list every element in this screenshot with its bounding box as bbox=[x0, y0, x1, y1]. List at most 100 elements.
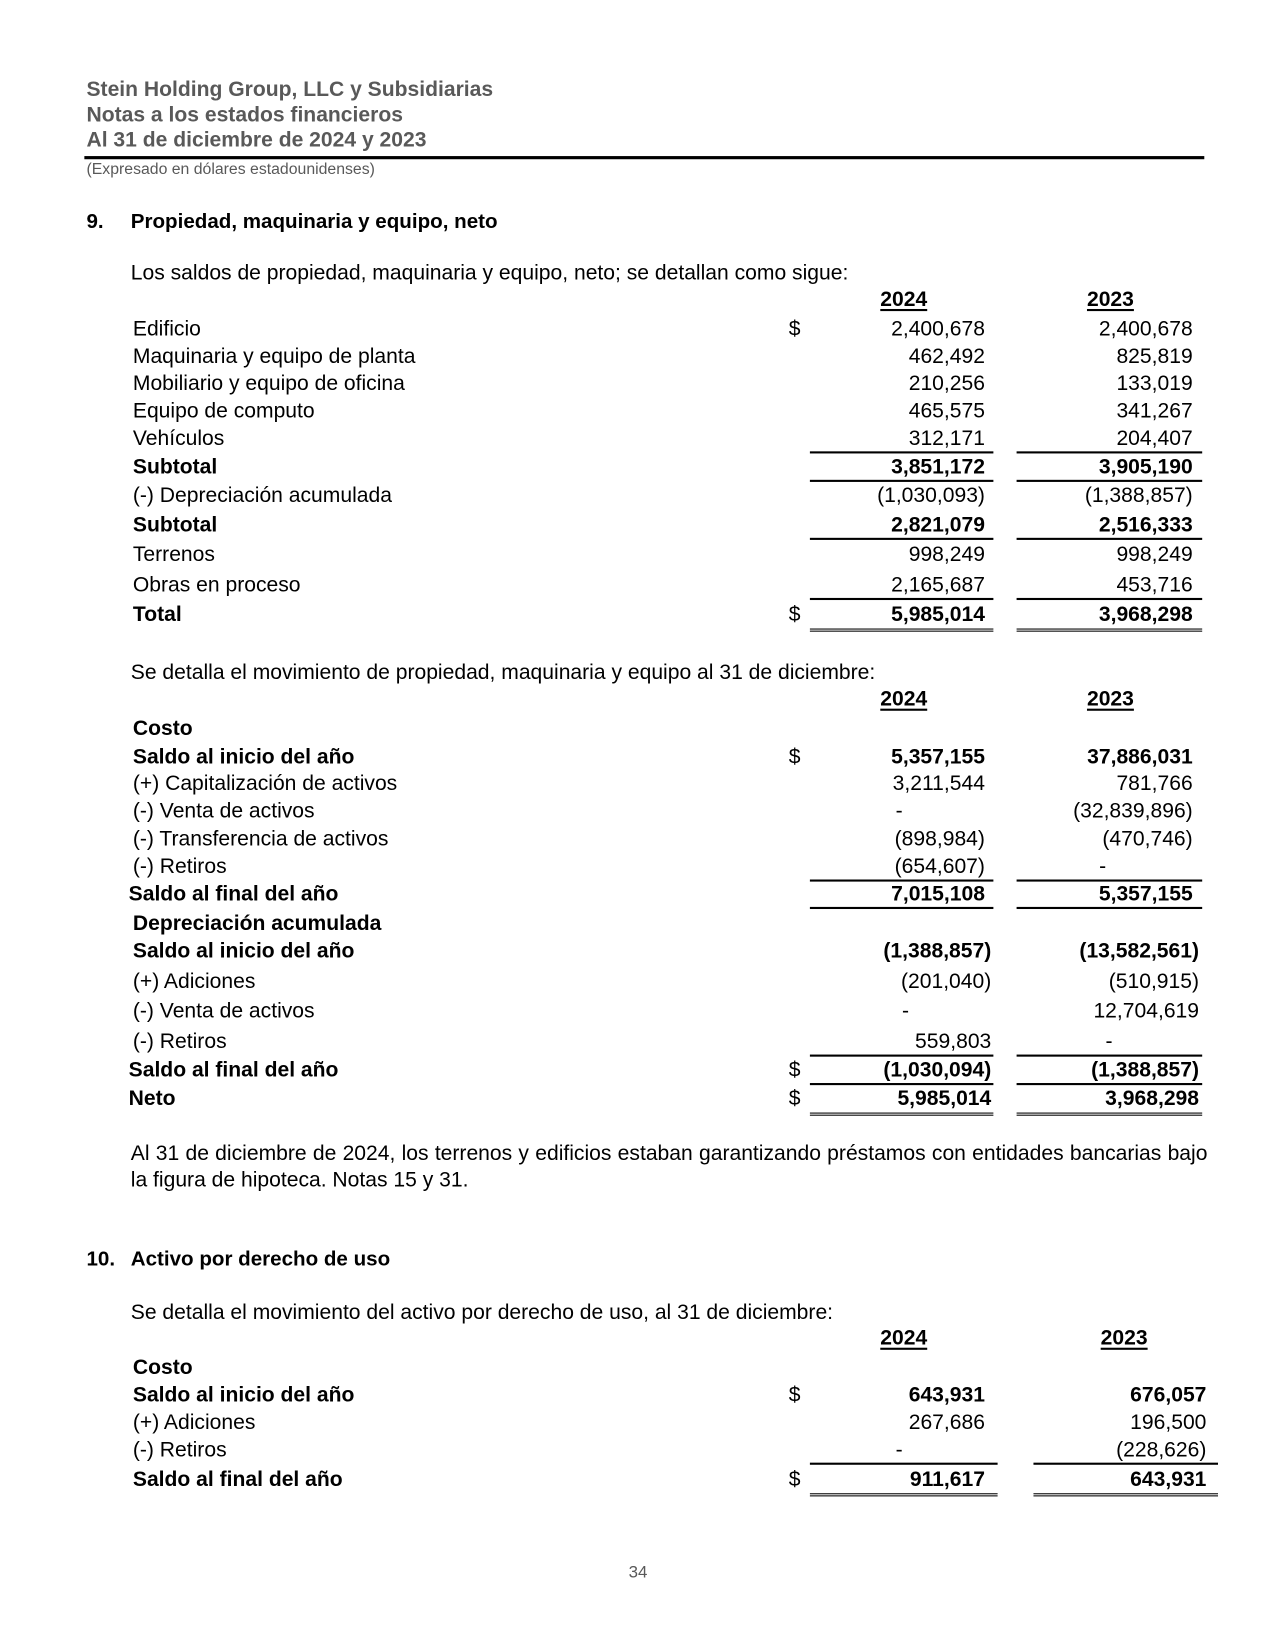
subtotal-rule bbox=[809, 879, 994, 882]
row-label: Subtotal bbox=[132, 455, 218, 479]
value-2023: 643,931 bbox=[1130, 1467, 1207, 1492]
row-label: Saldo al inicio del año bbox=[132, 939, 355, 963]
value-2024: 643,931 bbox=[908, 1383, 985, 1407]
subtotal-rule bbox=[809, 906, 994, 909]
subtotal-rule bbox=[1016, 537, 1203, 540]
value-2023: 12,704,619 bbox=[1093, 999, 1200, 1023]
subtotal-rule bbox=[809, 1462, 998, 1465]
row-label: Costo bbox=[132, 717, 193, 741]
value-2023: 2,400,678 bbox=[1098, 317, 1193, 341]
currency-note: (Expresado en dólares estadounidenses) bbox=[86, 160, 375, 179]
year-header-2024: 2024 bbox=[880, 287, 928, 312]
row-label: (-) Venta de activos bbox=[132, 799, 315, 823]
value-2024: 3,211,544 bbox=[892, 771, 985, 796]
row-label: (-) Retiros bbox=[132, 1438, 227, 1462]
page-number: 34 bbox=[628, 1563, 648, 1582]
company-name: Stein Holding Group, LLC y Subsidiarias bbox=[86, 78, 494, 102]
value-2023: 204,407 bbox=[1116, 427, 1193, 451]
double-underline bbox=[809, 628, 994, 632]
row-label: Maquinaria y equipo de planta bbox=[132, 344, 416, 369]
currency-symbol: $ bbox=[788, 603, 801, 627]
value-2023: - bbox=[1105, 1030, 1113, 1054]
document-title: Notas a los estados financieros bbox=[86, 103, 403, 127]
value-2023: 676,057 bbox=[1130, 1383, 1207, 1407]
double-underline bbox=[1033, 1493, 1219, 1497]
value-2023: (1,388,857) bbox=[1091, 1058, 1200, 1082]
value-2024: 998,249 bbox=[908, 543, 985, 567]
value-2024: (654,607) bbox=[894, 855, 985, 879]
row-label: Equipo de computo bbox=[132, 399, 315, 423]
row-label: Edificio bbox=[132, 317, 201, 341]
value-2023: 781,766 bbox=[1116, 771, 1193, 796]
row-label: Vehículos bbox=[132, 427, 225, 451]
subtotal-rule bbox=[809, 451, 994, 453]
value-2023: (228,626) bbox=[1116, 1438, 1207, 1462]
value-2023: 133,019 bbox=[1116, 372, 1193, 396]
row-label: Saldo al inicio del año bbox=[132, 745, 355, 769]
row-label: (+) Adiciones bbox=[132, 970, 256, 994]
value-2024: 5,985,014 bbox=[897, 1087, 992, 1111]
value-2023: 196,500 bbox=[1130, 1410, 1207, 1435]
note9-title: Propiedad, maquinaria y equipo, neto bbox=[130, 209, 498, 234]
value-2024: 462,492 bbox=[908, 344, 985, 369]
subtotal-rule bbox=[809, 479, 994, 482]
double-underline bbox=[1016, 1112, 1203, 1116]
value-2024: 267,686 bbox=[908, 1410, 985, 1435]
value-2023: - bbox=[1099, 855, 1107, 879]
note9-intro-balances: Los saldos de propiedad, maquinaria y eq… bbox=[130, 261, 849, 285]
value-2023: (32,839,896) bbox=[1073, 799, 1193, 823]
subtotal-rule bbox=[809, 1054, 994, 1057]
value-2023: (1,388,857) bbox=[1084, 484, 1193, 508]
value-2024: 3,851,172 bbox=[891, 455, 985, 479]
value-2023: (470,746) bbox=[1102, 827, 1193, 852]
value-2024: (1,030,093) bbox=[877, 484, 985, 508]
value-2024: 7,015,108 bbox=[891, 882, 985, 906]
subtotal-rule bbox=[1016, 906, 1203, 909]
subtotal-rule bbox=[809, 537, 994, 540]
value-2024: 5,357,155 bbox=[891, 745, 985, 769]
row-label: Saldo al final del año bbox=[128, 882, 339, 906]
value-2023: 453,716 bbox=[1116, 573, 1193, 597]
row-label: (-) Retiros bbox=[132, 1030, 227, 1054]
value-2023: 998,249 bbox=[1116, 543, 1193, 567]
value-2023: 37,886,031 bbox=[1087, 745, 1193, 769]
value-2024: (201,040) bbox=[900, 970, 992, 994]
row-label: (-) Retiros bbox=[132, 855, 227, 879]
subtotal-rule bbox=[1016, 1083, 1203, 1085]
currency-symbol: $ bbox=[788, 1383, 801, 1407]
value-2023: 341,267 bbox=[1116, 399, 1193, 423]
period: Al 31 de diciembre de 2024 y 2023 bbox=[86, 128, 427, 152]
double-underline bbox=[1016, 628, 1203, 632]
year-header-2023: 2023 bbox=[1086, 687, 1134, 711]
row-label: Mobiliario y equipo de oficina bbox=[132, 372, 405, 396]
row-label: (+) Capitalización de activos bbox=[132, 771, 398, 796]
row-label: (+) Adiciones bbox=[132, 1410, 256, 1435]
year-header-2023: 2023 bbox=[1086, 287, 1134, 312]
currency-symbol: $ bbox=[788, 1058, 801, 1082]
subtotal-rule bbox=[1033, 1462, 1219, 1465]
note9-number: 9. bbox=[86, 209, 104, 234]
currency-symbol: $ bbox=[788, 317, 801, 341]
value-2024: 312,171 bbox=[908, 427, 985, 451]
value-2024: (1,388,857) bbox=[883, 939, 992, 963]
value-2023: 3,905,190 bbox=[1098, 455, 1193, 479]
value-2024: (898,984) bbox=[894, 827, 985, 852]
note9-intro-movement: Se detalla el movimiento de propiedad, m… bbox=[130, 661, 876, 685]
value-2024: 210,256 bbox=[908, 372, 985, 396]
value-2024: 911,617 bbox=[909, 1467, 985, 1492]
value-2024: 465,575 bbox=[908, 399, 985, 423]
row-label: Saldo al inicio del año bbox=[132, 1383, 355, 1407]
row-label: (-) Depreciación acumulada bbox=[132, 484, 392, 508]
subtotal-rule bbox=[1016, 1054, 1203, 1057]
row-label: (-) Venta de activos bbox=[132, 999, 315, 1023]
value-2023: 3,968,298 bbox=[1105, 1087, 1200, 1111]
subtotal-rule bbox=[1016, 451, 1203, 453]
row-label: Neto bbox=[128, 1087, 176, 1111]
currency-symbol: $ bbox=[788, 1467, 801, 1492]
row-label: Total bbox=[132, 603, 182, 627]
subtotal-rule bbox=[1016, 879, 1203, 882]
value-2024: 2,821,079 bbox=[891, 513, 985, 537]
note10-title: Activo por derecho de uso bbox=[130, 1247, 391, 1271]
value-2024: - bbox=[895, 1438, 903, 1462]
